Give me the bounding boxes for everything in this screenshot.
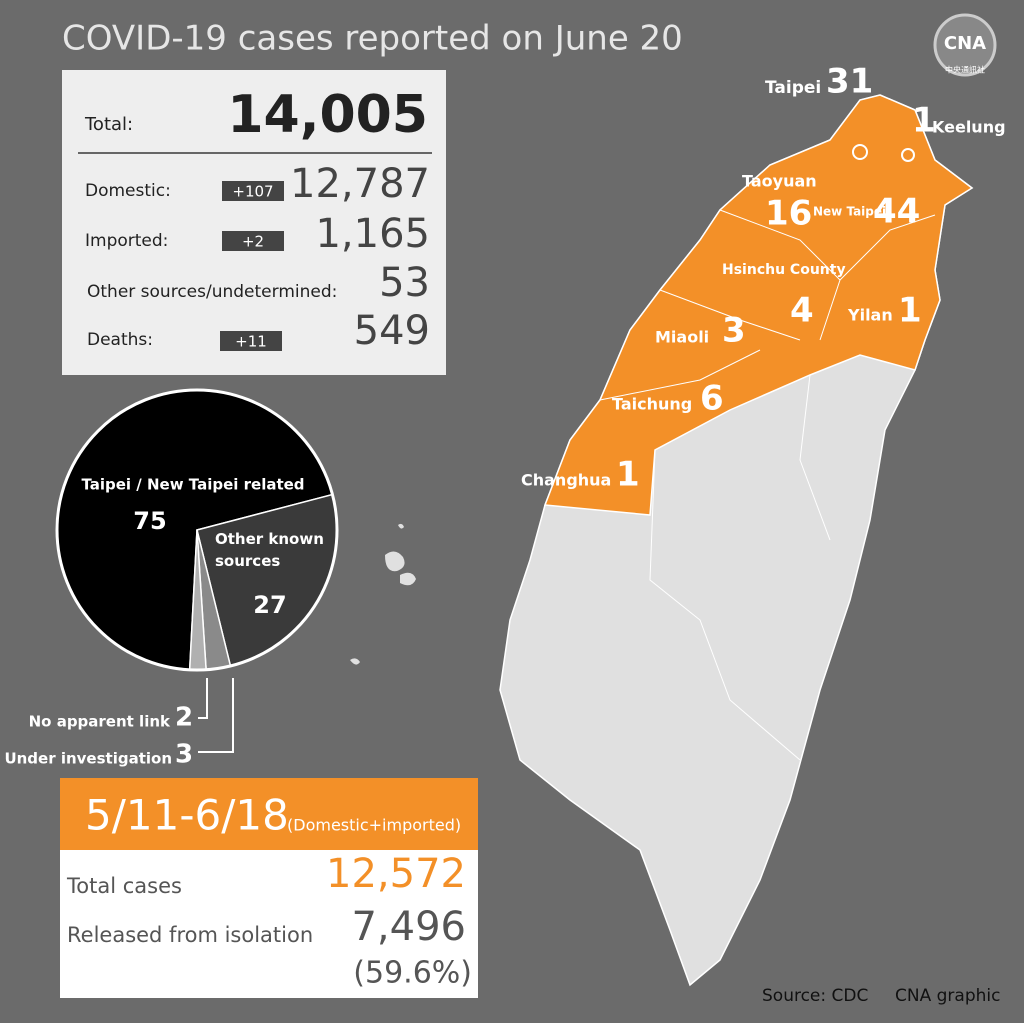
period-header: [60, 778, 478, 850]
row-label: Domestic:: [85, 181, 171, 201]
region-name: Taipei: [765, 78, 821, 98]
row-value: 53: [379, 260, 430, 306]
city-marker: [901, 148, 915, 162]
region-cases: 1: [912, 101, 936, 141]
slice-value: 3: [175, 740, 193, 770]
slice-label: No apparent link: [29, 713, 171, 731]
region-name: Hsinchu County: [722, 262, 846, 278]
slice-label-box: Other known sources: [215, 530, 324, 570]
source: Source: CDC: [762, 986, 868, 1006]
row-change: +11: [235, 333, 267, 351]
region-cases: 4: [790, 291, 814, 331]
region-cases: 44: [873, 192, 920, 232]
row-change: +107: [232, 183, 273, 201]
region-cases: 31: [826, 62, 873, 102]
row-label: Deaths:: [87, 330, 153, 350]
credit: CNA graphic: [895, 986, 1000, 1006]
period-share: (59.6%): [353, 956, 472, 991]
region-name: Keelung: [932, 118, 1006, 137]
change-badge: [222, 181, 284, 201]
islands: [350, 523, 416, 665]
period-label: Released from isolation: [67, 923, 313, 947]
region-cases: 3: [722, 311, 746, 351]
total-value: 14,005: [227, 85, 428, 145]
logo: [933, 13, 997, 77]
title: COVID-19 cases reported on June 20: [62, 19, 683, 59]
region-cases: 6: [700, 379, 724, 419]
region-cases: 1: [898, 291, 922, 331]
row-label: Other sources/undetermined:: [87, 282, 337, 302]
region-name: Taoyuan: [742, 172, 817, 191]
slice-value: 2: [175, 703, 193, 733]
period-note: (Domestic+imported): [287, 816, 461, 835]
row-value: 1,165: [315, 211, 430, 257]
logo-subtitle: 中央通訊社: [945, 65, 985, 75]
row-label: Imported:: [85, 231, 168, 251]
row-value: 549: [354, 308, 430, 354]
row-value: 12,787: [290, 161, 430, 207]
slice-label: Under investigation: [4, 750, 172, 768]
summary-box: [62, 70, 446, 375]
region-name: Changhua: [521, 471, 611, 490]
leader-lines: [198, 678, 234, 753]
row-change: +2: [242, 233, 264, 251]
slice-label: Taipei / New Taipei related: [81, 476, 304, 494]
region-cases: 16: [765, 194, 812, 234]
period-value: 12,572: [326, 851, 466, 897]
pie-chart: [55, 388, 339, 672]
city-marker: [852, 144, 868, 160]
region-name: Yilan: [847, 306, 893, 325]
summary: Total: 14,005 Domestic: +107 12,787 Impo…: [62, 70, 446, 375]
region-name: Taichung: [612, 395, 692, 414]
period: 5/11-6/18 (Domestic+imported) Total case…: [60, 778, 478, 998]
period-label: Total cases: [66, 874, 182, 898]
region-name: Miaoli: [655, 328, 709, 347]
county-borders: [599, 209, 936, 761]
region-name: New Taipei: [813, 205, 886, 219]
period-range: 5/11-6/18: [85, 791, 289, 840]
change-badge: [220, 331, 282, 351]
pie-outline: [55, 388, 339, 672]
total-label: Total:: [84, 114, 133, 135]
period-value: 7,496: [351, 904, 466, 950]
slice-value: 75: [133, 507, 166, 535]
slice-value: 27: [253, 591, 286, 619]
region-cases: 1: [616, 455, 640, 495]
slice-label: Other known sources: [215, 530, 324, 570]
map: Taipei 31 Keelung 1 Taoyuan 16 New Taipe…: [350, 62, 1006, 987]
logo-mark: CNA: [944, 33, 986, 54]
change-badge: [222, 231, 284, 251]
